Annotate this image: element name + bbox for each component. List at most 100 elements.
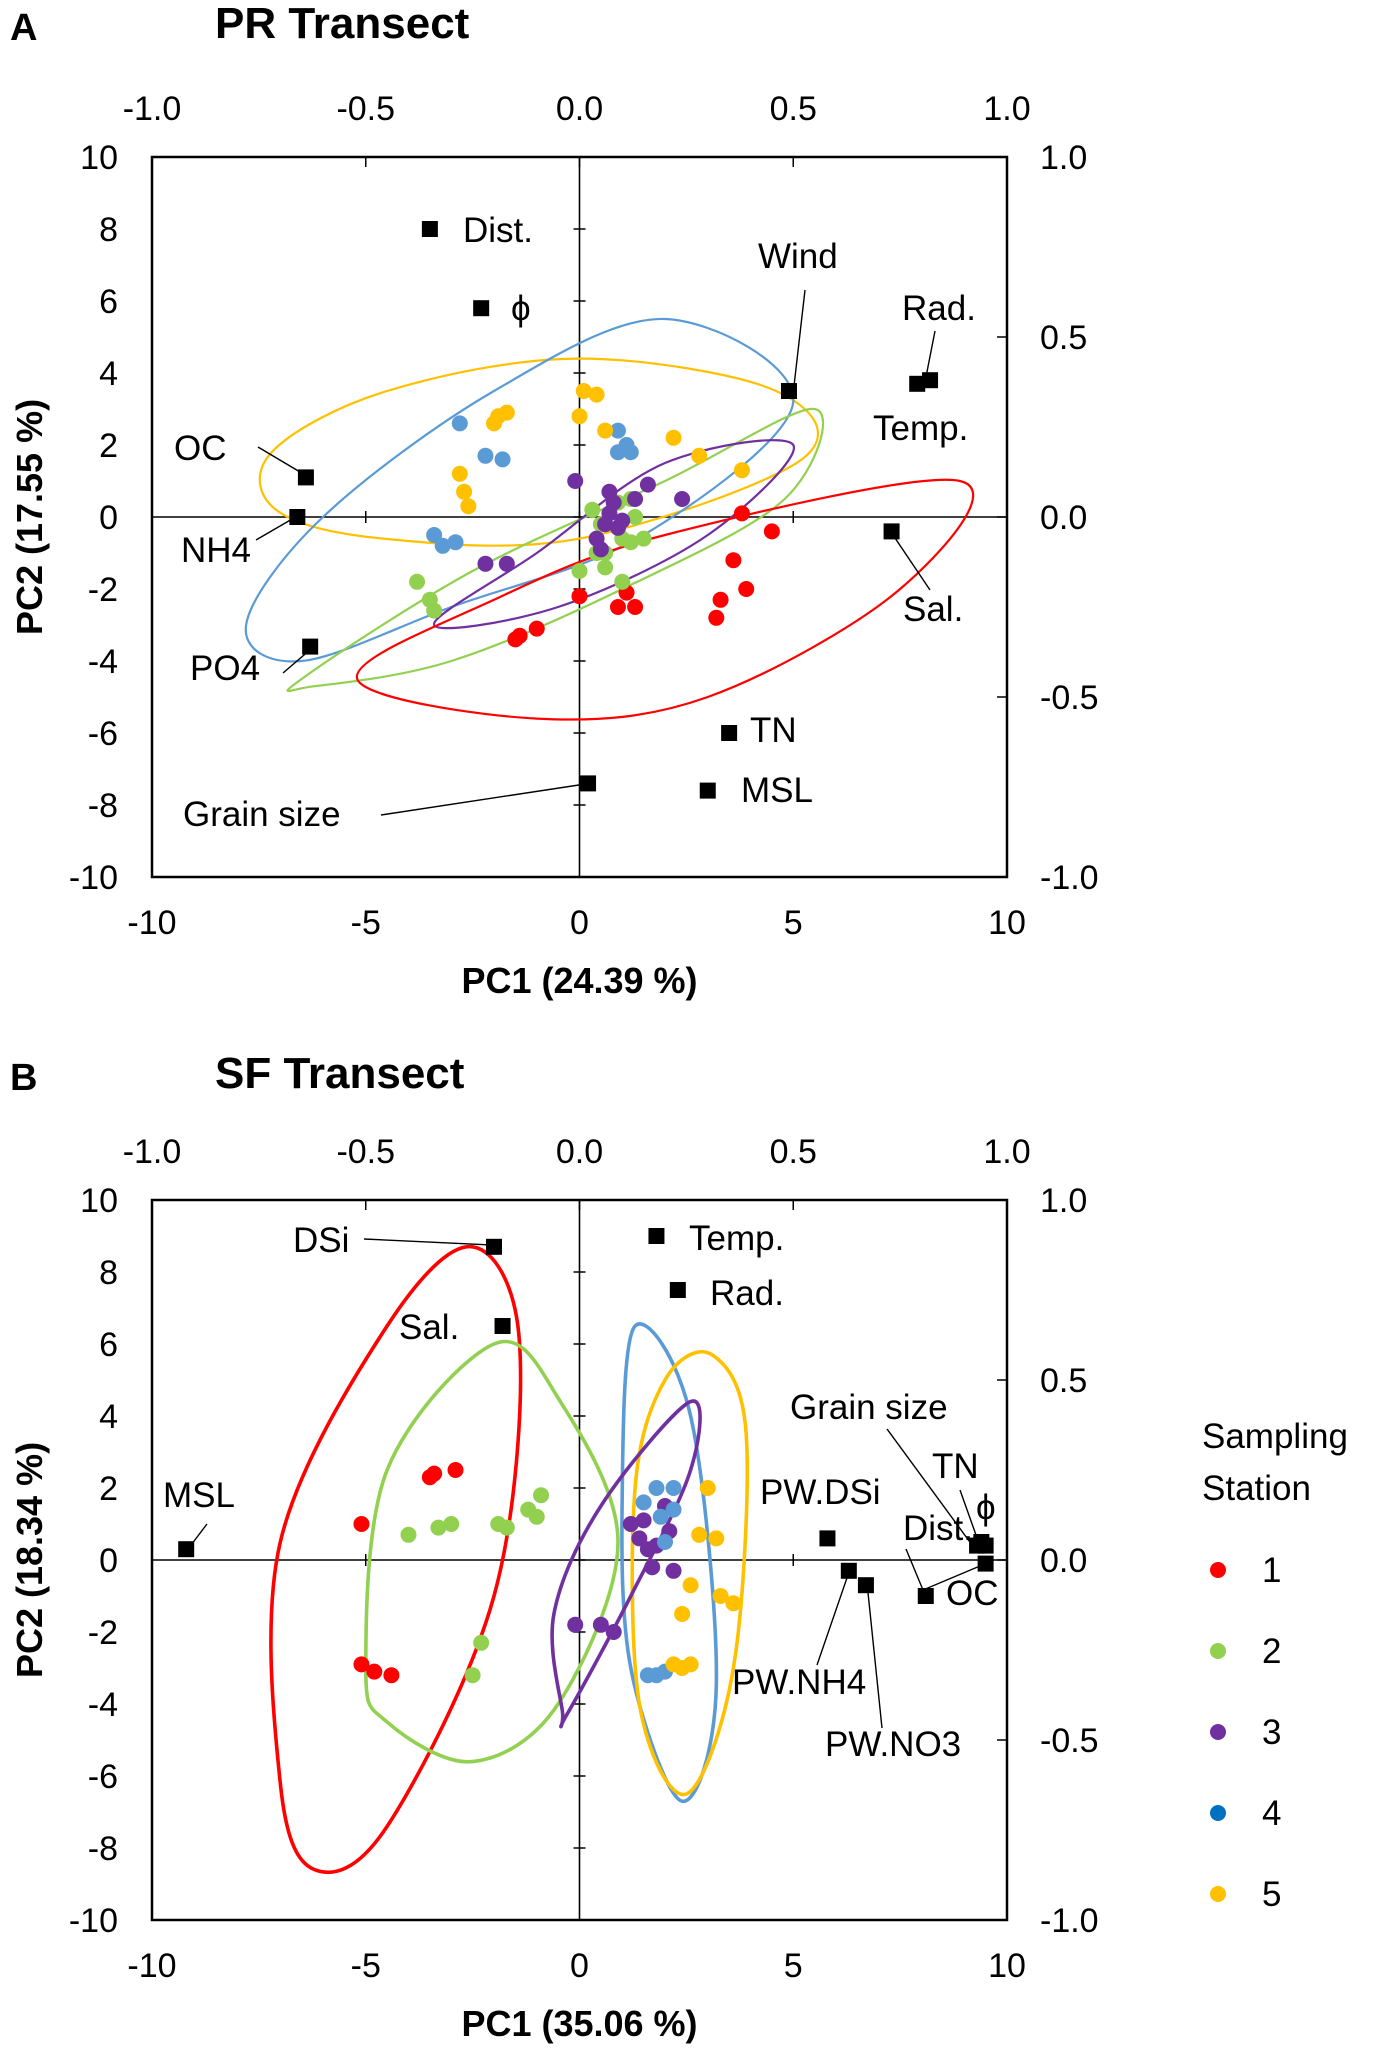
point-station-3	[592, 541, 609, 558]
loading-label: Dist.	[903, 1509, 973, 1548]
loading-label: OC	[174, 429, 227, 468]
y-tick-label: -10	[69, 1902, 118, 1940]
loading-marker-rad-	[669, 1282, 686, 1298]
right-tick-label: 1.0	[1040, 139, 1087, 177]
point-station-2	[528, 1508, 545, 1525]
x-tick-label: 0	[570, 904, 589, 942]
point-station-2	[464, 1667, 481, 1684]
loading-marker-pw-nh4	[840, 1562, 857, 1579]
point-station-2	[584, 501, 601, 518]
point-station-4	[622, 444, 639, 461]
point-station-3	[674, 491, 691, 507]
y-tick-label: -6	[88, 715, 118, 753]
point-station-2	[597, 559, 614, 576]
loading-leader	[890, 531, 931, 591]
panel-b: B SF Transect -10 -5 0 5 10 10 8 6 4 2 0 -2 -4 -6 -8 -10 -…	[9, 1049, 1099, 2044]
loading-label: TN	[750, 711, 797, 750]
loading-layer: DSi Temp. Rad. Sal. MSL Grain size TNϕ PW.DSi Di…	[163, 1219, 999, 1764]
x-tick-label: 0	[570, 1947, 589, 1985]
loading-label: MSL	[741, 771, 813, 810]
right-tick-label: -0.5	[1040, 1722, 1099, 1760]
ellipse-station-2	[286, 407, 824, 692]
y-tick-label: 2	[99, 427, 118, 465]
point-station-5	[588, 386, 605, 403]
point-station-3	[605, 1624, 622, 1640]
point-station-5	[597, 422, 614, 439]
loading-label: Sal.	[903, 590, 963, 629]
y-tick-label: 0	[99, 1542, 118, 1580]
loading-label: NH4	[181, 531, 251, 570]
x-tick-label: -10	[127, 904, 176, 942]
point-station-2	[614, 573, 631, 590]
point-station-5	[451, 465, 468, 482]
point-station-1	[712, 591, 729, 608]
point-station-5	[708, 1530, 725, 1547]
point-station-3	[592, 1616, 609, 1633]
loading-label: PW.NH4	[732, 1663, 866, 1702]
point-station-4	[477, 447, 494, 464]
point-station-2	[571, 563, 588, 579]
point-station-1	[571, 588, 588, 605]
right-tick-label: 1.0	[1040, 1182, 1087, 1220]
top-tick-label: 0.0	[556, 1133, 603, 1171]
point-station-1	[528, 620, 545, 637]
point-station-4	[635, 1494, 652, 1511]
y-tick-label: 2	[99, 1470, 118, 1508]
point-station-2	[533, 1487, 550, 1504]
legend-marker-station-5	[1210, 1886, 1226, 1902]
point-station-4	[447, 534, 464, 551]
y-tick-label: -2	[88, 1614, 118, 1652]
loading-label: Grain size	[183, 795, 341, 834]
x-tick-label: -5	[351, 904, 381, 942]
x-tick-label: -10	[127, 1947, 176, 1985]
loading-label: PW.DSi	[760, 1473, 881, 1512]
point-station-4	[609, 422, 626, 439]
legend-label: 2	[1262, 1632, 1281, 1671]
legend-marker-station-3	[1210, 1724, 1226, 1740]
x-tick-label: 10	[988, 904, 1026, 942]
top-tick-label: -0.5	[336, 90, 395, 128]
point-station-3	[627, 491, 644, 507]
legend-label: 3	[1262, 1713, 1281, 1752]
point-station-1	[366, 1663, 383, 1680]
loading-marker-temp-	[648, 1228, 665, 1244]
ellipse-layer	[244, 317, 975, 721]
point-station-5	[498, 404, 515, 421]
point-station-2	[409, 573, 426, 590]
legend-title: Station	[1202, 1469, 1311, 1508]
loading-marker-dsi	[486, 1238, 502, 1255]
point-station-1	[733, 505, 750, 522]
point-station-3	[639, 476, 656, 493]
loading-label: Temp.	[873, 409, 968, 448]
loading-marker-oc	[297, 469, 314, 486]
legend-marker-station-4	[1210, 1805, 1226, 1821]
point-station-1	[609, 599, 626, 615]
loading-label: Rad.	[710, 1274, 784, 1313]
point-station-2	[627, 509, 644, 525]
top-tick-label: 1.0	[983, 90, 1030, 128]
point-station-5	[682, 1577, 699, 1594]
loading-marker-dist-	[421, 221, 438, 237]
loading-marker-pw-dsi	[819, 1530, 836, 1547]
point-station-5	[575, 383, 592, 399]
point-station-2	[498, 1519, 515, 1536]
point-station-2	[430, 1519, 447, 1536]
point-station-4	[494, 451, 511, 468]
point-station-3	[631, 1530, 648, 1547]
loading-marker-phi	[473, 300, 490, 317]
y-tick-label: -8	[88, 787, 118, 825]
point-station-5	[691, 1526, 708, 1543]
point-station-3	[614, 512, 631, 529]
point-station-3	[477, 555, 494, 572]
y-tick-label: -6	[88, 1758, 118, 1796]
ellipse-station-1	[356, 478, 975, 721]
loading-label: MSL	[163, 1476, 235, 1515]
loading-label: DSi	[293, 1221, 349, 1260]
right-tick-label: 0.5	[1040, 1362, 1087, 1400]
panel-a: A PR Transect -10 -5 0 5 10 10 8 6 4 2 0 -2 -4 -6 -8 -10 -…	[9, 0, 1099, 1001]
loading-marker-rad-	[922, 372, 939, 389]
loading-leader	[816, 1570, 850, 1666]
point-station-5	[699, 1480, 716, 1496]
y-tick-label: 8	[99, 211, 118, 249]
y-tick-label: 4	[99, 355, 118, 393]
